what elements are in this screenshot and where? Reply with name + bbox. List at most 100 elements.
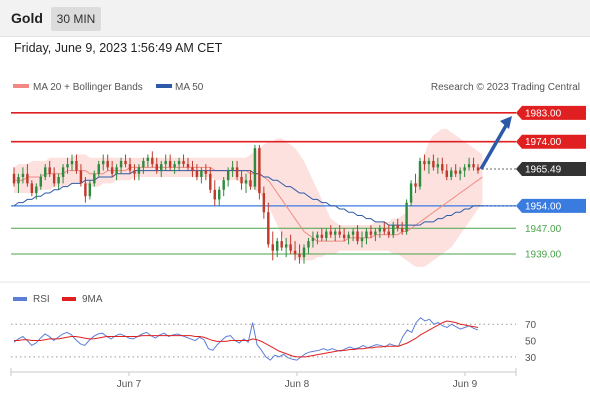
rsi-ma-line [14,320,479,358]
timestamp: Friday, June 9, 2023 1:56:49 AM CET [14,41,223,55]
symbol-label: Gold [11,10,43,26]
rsi-tick-label: 50 [525,337,537,348]
candle-body [284,244,288,248]
candle-body [106,160,109,168]
candle-body [450,170,453,177]
credit-text: Research © 2023 Trading Central [431,82,580,93]
candle-body [334,231,337,235]
candle-body [119,160,123,168]
candle-body [316,234,319,238]
candle-body [311,237,315,242]
candle-body [307,241,310,248]
candle-body [329,231,332,235]
candle-body [463,167,466,171]
candle-body [258,148,261,194]
price-label-1954.00: 1954.00 [525,201,562,212]
timeframe-button[interactable]: 30 MIN [51,7,101,31]
price-label-1965.49: 1965.49 [525,164,562,175]
candle-body [387,231,390,235]
price-tag-1983.00 [516,105,586,120]
candle-body [146,157,150,161]
ma50-line [13,170,483,226]
rsi-legend-swatch [13,297,27,301]
price-label-1983.00: 1983.00 [525,108,562,119]
candle-body [289,244,292,251]
price-label-1939.00: 1939.00 [525,249,562,260]
candle-body [271,244,274,251]
candle-body [97,164,100,174]
candle-body [213,189,216,200]
candle-body [39,176,42,187]
candle-body [409,183,413,203]
main-plot: 1983.00 1974.00 1965.49 1954.00 1947.00 1939.… [11,105,586,267]
rsi-tick-label: 70 [525,320,537,331]
candle-body [70,160,74,165]
ma20-legend-swatch [13,84,29,88]
candle-body [467,164,471,168]
candle-body [182,160,185,165]
candle-body [222,180,225,190]
candle-body [226,170,230,181]
candle-body [88,183,92,197]
candle-body [21,173,25,177]
candle-body [392,225,395,235]
candle-body [325,231,328,238]
candle-body [61,167,65,177]
candle-body [432,160,435,168]
candle-body [427,160,431,165]
candle-body [168,160,172,168]
rsi-legend-label: RSI [33,294,50,305]
candle-body [365,231,368,238]
candle-body [75,160,78,171]
candle-body [378,228,382,232]
candle-body [218,189,221,200]
candle-body [414,183,417,187]
ma20-line [14,166,483,242]
candle-body [52,173,56,184]
rsi-ma-legend-swatch [62,297,76,301]
candle-body [396,225,399,229]
candle-body [454,170,457,174]
candle-body [35,186,38,194]
candle-body [240,176,243,184]
price-tag-1954.00 [516,198,586,213]
x-tick-label: Jun 7 [117,379,142,390]
candle-body [347,234,350,238]
rsi-tick-label: 30 [525,353,537,364]
candle-body [115,167,118,174]
candle-body [173,164,176,168]
candle-body [151,157,154,165]
candle-body [244,180,248,184]
candle-body [128,164,132,171]
candle-body [160,164,163,171]
price-tag-1965.49 [516,161,586,176]
candle-body [17,176,20,184]
candle-body [102,160,105,165]
candle-body [472,164,475,168]
forecast-arrow [479,121,510,170]
candle-body [164,160,167,165]
candle-body [142,160,145,168]
candle-body [360,237,364,242]
candle-body [383,228,386,232]
header-bar: Gold 30 MIN [0,0,590,37]
forecast-arrowhead [500,116,512,130]
candle-body [93,173,96,184]
candle-body [137,167,141,174]
rsi-ma-legend-label: 9MA [82,294,103,305]
ma20-legend-label: MA 20 + Bollinger Bands [33,82,143,93]
candle-body [320,234,324,238]
candle-body [405,202,408,232]
candle-body [191,167,194,171]
candle-body [110,167,114,174]
candle-body [476,167,480,171]
candle-body [458,170,462,174]
ma50-legend-label: MA 50 [175,82,204,93]
candle-body [298,253,301,258]
candle-body [249,180,252,187]
candle-body [48,167,51,174]
price-tag-1974.00 [516,134,586,149]
candle-body [66,164,69,168]
candle-body [423,160,426,165]
